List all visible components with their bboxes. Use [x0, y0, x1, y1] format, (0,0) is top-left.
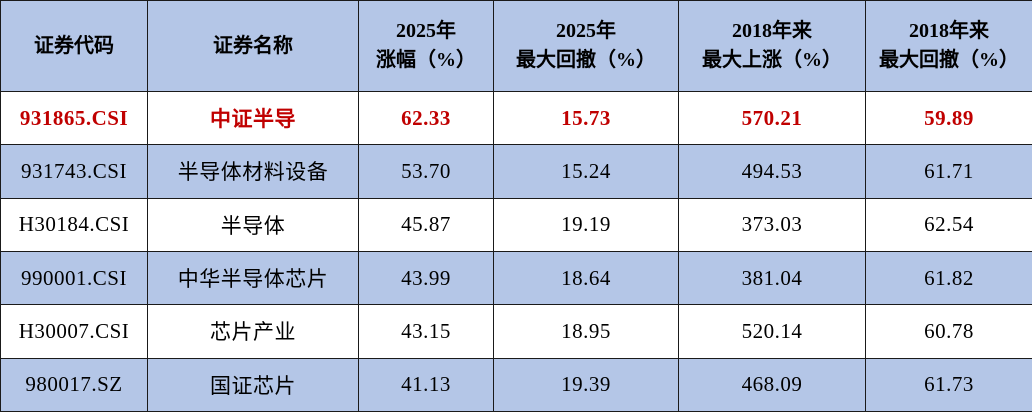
cell-drawdown-2025: 19.39	[493, 357, 679, 412]
cell-gain-2025: 43.15	[358, 304, 494, 359]
cell-drawdown-2018: 61.82	[865, 250, 1032, 306]
cell-name: 芯片产业	[147, 304, 359, 359]
cell-name: 半导体材料设备	[147, 144, 359, 199]
cell-rise-2018: 373.03	[678, 197, 866, 252]
cell-drawdown-2025: 18.95	[493, 304, 679, 359]
column-header-gain-2025: 2025年 涨幅（%）	[358, 0, 494, 92]
cell-name: 国证芯片	[147, 357, 359, 412]
cell-gain-2025: 45.87	[358, 197, 494, 252]
table-row: 990001.CSI 中华半导体芯片 43.99 18.64 381.04 61.82	[0, 250, 1032, 306]
cell-drawdown-2018: 61.71	[865, 144, 1032, 199]
cell-code: 980017.SZ	[0, 357, 148, 412]
cell-drawdown-2025: 18.64	[493, 250, 679, 306]
cell-rise-2018: 381.04	[678, 250, 866, 306]
column-header-name: 证券名称	[147, 0, 359, 92]
cell-gain-2025: 43.99	[358, 250, 494, 306]
cell-drawdown-2025: 15.73	[493, 90, 679, 146]
cell-rise-2018: 468.09	[678, 357, 866, 412]
table-row: 931865.CSI 中证半导 62.33 15.73 570.21 59.89	[0, 90, 1032, 146]
column-header-code: 证券代码	[0, 0, 148, 92]
cell-code: H30184.CSI	[0, 197, 148, 252]
cell-gain-2025: 53.70	[358, 144, 494, 199]
column-header-rise-2018: 2018年来 最大上涨（%）	[678, 0, 866, 92]
cell-name: 中证半导	[147, 90, 359, 146]
table-row: 980017.SZ 国证芯片 41.13 19.39 468.09 61.73	[0, 357, 1032, 412]
cell-drawdown-2018: 62.54	[865, 197, 1032, 252]
cell-rise-2018: 494.53	[678, 144, 866, 199]
column-header-drawdown-2018: 2018年来 最大回撤（%）	[865, 0, 1032, 92]
cell-code: 931743.CSI	[0, 144, 148, 199]
table-body: 931865.CSI 中证半导 62.33 15.73 570.21 59.89 93174…	[0, 90, 1032, 412]
table-header-row: 证券代码 证券名称 2025年 涨幅（%） 2025年 最大回撤（%） 2018…	[0, 0, 1032, 92]
table-row: H30184.CSI 半导体 45.87 19.19 373.03 62.54	[0, 197, 1032, 252]
column-header-drawdown-2025: 2025年 最大回撤（%）	[493, 0, 679, 92]
table-row: H30007.CSI 芯片产业 43.15 18.95 520.14 60.78	[0, 304, 1032, 359]
table-row: 931743.CSI 半导体材料设备 53.70 15.24 494.53 61.71	[0, 144, 1032, 199]
cell-code: H30007.CSI	[0, 304, 148, 359]
cell-rise-2018: 520.14	[678, 304, 866, 359]
cell-drawdown-2025: 19.19	[493, 197, 679, 252]
cell-code: 990001.CSI	[0, 250, 148, 306]
cell-drawdown-2025: 15.24	[493, 144, 679, 199]
cell-drawdown-2018: 61.73	[865, 357, 1032, 412]
cell-gain-2025: 41.13	[358, 357, 494, 412]
cell-gain-2025: 62.33	[358, 90, 494, 146]
cell-drawdown-2018: 59.89	[865, 90, 1032, 146]
cell-name: 半导体	[147, 197, 359, 252]
cell-drawdown-2018: 60.78	[865, 304, 1032, 359]
cell-name: 中华半导体芯片	[147, 250, 359, 306]
cell-code: 931865.CSI	[0, 90, 148, 146]
cell-rise-2018: 570.21	[678, 90, 866, 146]
